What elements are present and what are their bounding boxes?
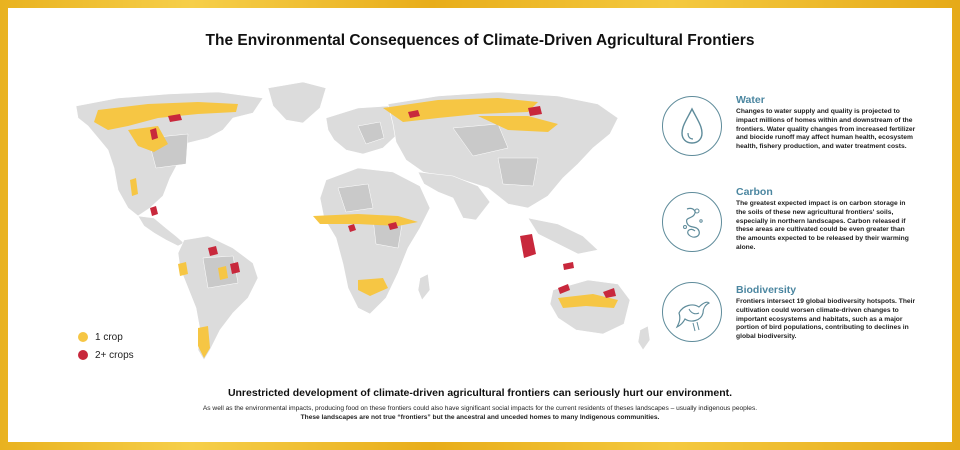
legend-swatch-two-crops [78, 350, 88, 360]
legend-item-two-crops: 2+ crops [78, 346, 134, 364]
impact-biodiversity-title: Biodiversity [736, 284, 797, 296]
impact-biodiversity: Biodiversity Frontiers intersect 19 glob… [736, 284, 916, 342]
water-drop-icon [662, 96, 722, 156]
bird-icon [662, 282, 722, 342]
new-zealand-landmass [637, 325, 651, 351]
legend-item-one-crop: 1 crop [78, 328, 134, 346]
asia-landmass [387, 91, 619, 209]
legend-label-one-crop: 1 crop [95, 331, 123, 343]
southeast-asia-landmass [527, 217, 599, 255]
impact-carbon: Carbon The greatest expected impact is o… [736, 186, 916, 253]
impact-water-text: Changes to water supply and quality is p… [736, 108, 916, 151]
madagascar-landmass [417, 273, 431, 301]
one-crop-areas [94, 98, 618, 358]
impact-carbon-title: Carbon [736, 186, 773, 198]
carbon-swirl-icon [662, 192, 722, 252]
page-title: The Environmental Consequences of Climat… [205, 32, 755, 49]
world-map [75, 81, 651, 361]
two-crop-areas [150, 106, 616, 298]
legend-swatch-one-crop [78, 332, 88, 342]
impact-water-title: Water [736, 94, 765, 106]
infographic-card: The Environmental Consequences of Climat… [8, 8, 952, 442]
impact-water: Water Changes to water supply and qualit… [736, 94, 916, 152]
headline: Unrestricted development of climate-driv… [227, 387, 733, 399]
greenland-landmass [267, 81, 327, 124]
footnote-line-1: As well as the environmental impacts, pr… [202, 405, 758, 412]
legend-label-two-crops: 2+ crops [95, 349, 134, 361]
footnote: As well as the environmental impacts, pr… [8, 404, 952, 422]
footnote-line-2: These landscapes are not true “frontiers… [300, 414, 660, 421]
impact-carbon-text: The greatest expected impact is on carbo… [736, 200, 909, 251]
impact-biodiversity-text: Frontiers intersect 19 global biodiversi… [736, 298, 916, 341]
map-legend: 1 crop 2+ crops [78, 328, 134, 364]
south-america-landmass [177, 235, 259, 361]
central-america-landmass [137, 215, 185, 247]
south-asia-landmass [417, 171, 491, 221]
